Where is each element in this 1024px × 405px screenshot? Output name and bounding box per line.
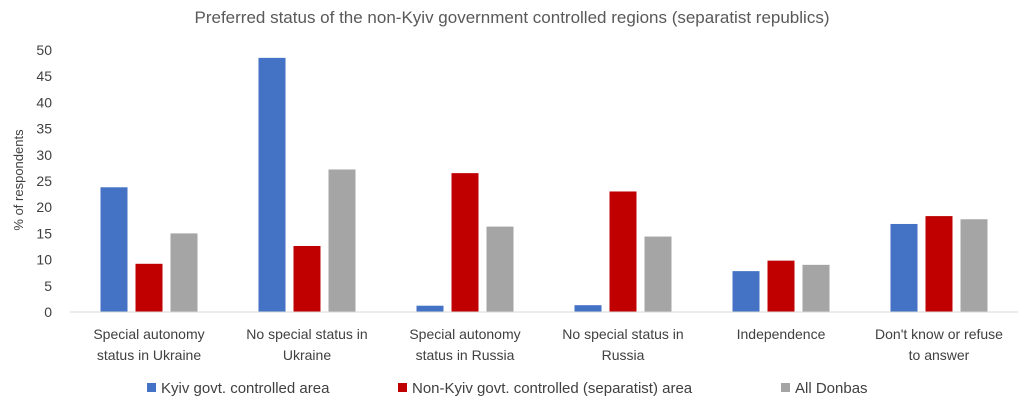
bar <box>293 245 321 312</box>
y-tick-label: 0 <box>44 304 52 320</box>
bar <box>890 223 918 312</box>
bar <box>644 236 672 312</box>
bar <box>170 233 198 312</box>
bar <box>486 226 514 312</box>
y-tick-label: 20 <box>36 199 52 215</box>
x-tick-label: Special autonomy <box>93 326 204 342</box>
y-tick-label: 5 <box>44 278 52 294</box>
x-tick-label: Special autonomy <box>409 326 520 342</box>
y-tick-label: 45 <box>36 68 52 84</box>
y-axis-ticks: 0 5 10 15 20 25 30 35 40 45 50 <box>36 42 52 320</box>
legend-swatch <box>781 383 790 392</box>
x-tick-label: Don't know or refuse <box>875 326 1003 342</box>
category-labels: Special autonomy status in Ukraine No spec… <box>93 326 1003 363</box>
legend-label: Kyiv govt. controlled area <box>161 380 330 397</box>
x-tick-label: Ukraine <box>283 347 331 363</box>
legend-label: All Donbas <box>795 380 868 397</box>
bar <box>925 216 953 312</box>
bar <box>451 173 479 312</box>
y-axis-label: % of respondents <box>11 129 26 231</box>
y-tick-label: 35 <box>36 121 52 137</box>
chart-title: Preferred status of the non-Kyiv governm… <box>195 8 830 27</box>
bar <box>732 271 760 312</box>
bar <box>258 57 286 312</box>
y-tick-label: 25 <box>36 173 52 189</box>
x-tick-label: Independence <box>737 326 826 342</box>
bar <box>574 305 602 312</box>
bar <box>135 263 163 312</box>
bars <box>100 57 988 312</box>
x-tick-label: status in Russia <box>416 347 515 363</box>
x-tick-label: Russia <box>602 347 645 363</box>
legend: Kyiv govt. controlled area Non-Kyiv govt.… <box>147 380 868 397</box>
y-tick-label: 15 <box>36 225 52 241</box>
x-tick-label: to answer <box>909 347 970 363</box>
legend-swatch <box>398 383 407 392</box>
bar <box>767 260 795 312</box>
bar <box>328 169 356 312</box>
bar <box>100 187 128 312</box>
bar <box>416 305 444 312</box>
y-tick-label: 10 <box>36 252 52 268</box>
x-tick-label: No special status in <box>562 326 683 342</box>
bar <box>960 219 988 312</box>
y-tick-label: 30 <box>36 147 52 163</box>
bar <box>609 191 637 312</box>
legend-swatch <box>147 383 156 392</box>
bar <box>802 264 830 312</box>
y-tick-label: 40 <box>36 94 52 110</box>
x-tick-label: status in Ukraine <box>97 347 201 363</box>
x-tick-label: No special status in <box>246 326 367 342</box>
y-tick-label: 50 <box>36 42 52 58</box>
legend-label: Non-Kyiv govt. controlled (separatist) a… <box>412 380 693 397</box>
